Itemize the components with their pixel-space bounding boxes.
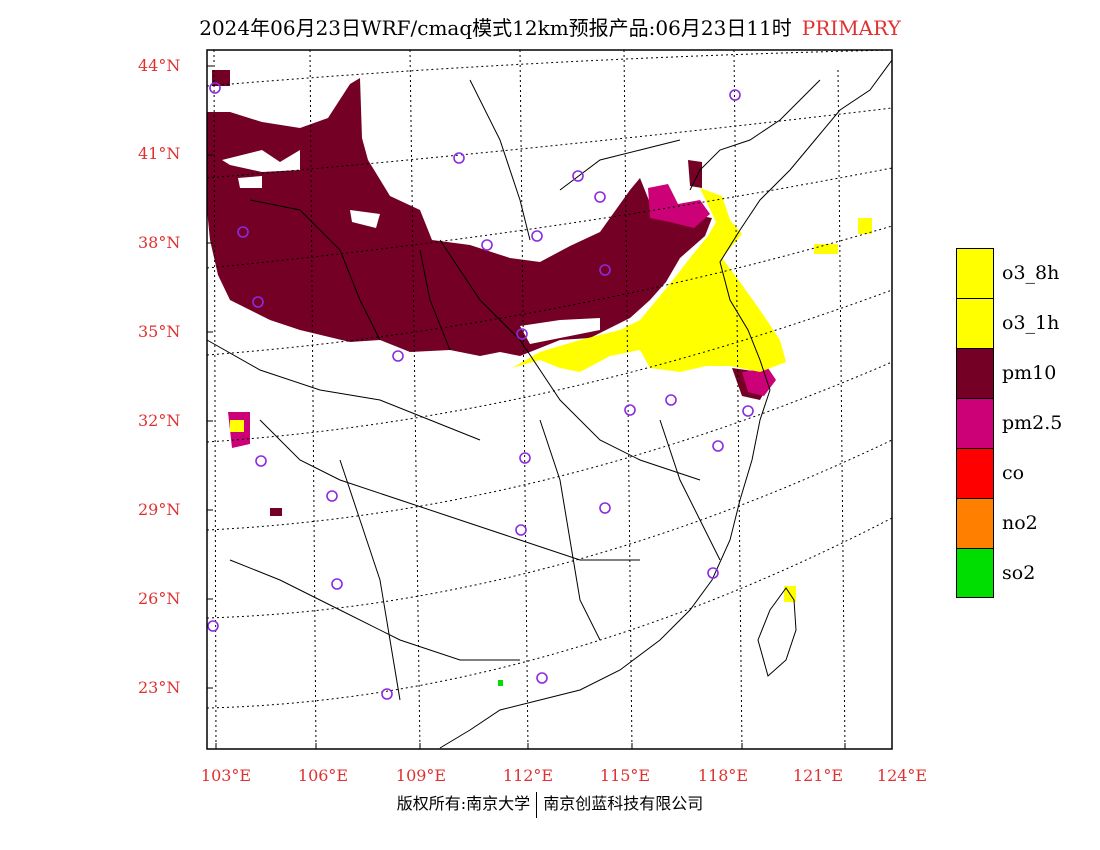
lon-label-109: 109°E: [395, 766, 447, 785]
station-marker: [599, 502, 611, 514]
so2-area: [498, 680, 503, 686]
station-marker: [453, 152, 465, 164]
lon-label-103: 103°E: [200, 766, 252, 785]
legend-label: so2: [1002, 562, 1036, 584]
station-marker: [624, 404, 636, 416]
station-marker: [326, 490, 338, 502]
legend-swatch: [956, 548, 994, 598]
station-marker: [209, 82, 221, 94]
station-marker: [392, 350, 404, 362]
legend-label: pm2.5: [1002, 412, 1063, 434]
legend-swatch: [956, 398, 994, 448]
title-tag: PRIMARY: [801, 16, 901, 40]
legend-label: co: [1002, 462, 1025, 484]
station-marker: [515, 524, 527, 536]
station-marker: [536, 672, 548, 684]
lon-label-124: 124°E: [876, 766, 928, 785]
lat-label-29: 29°N: [138, 500, 181, 519]
copyright-footer: 版权所有:南京大学 南京创蓝科技有限公司: [0, 790, 1100, 818]
station-marker: [255, 455, 267, 467]
copyright-company: 南京创蓝科技有限公司: [543, 794, 704, 813]
station-marker: [481, 239, 493, 251]
station-marker: [599, 264, 611, 276]
station-markers: [207, 82, 754, 700]
graticule: [206, 49, 893, 751]
footer-divider: [536, 791, 538, 818]
copyright-owner: 版权所有:南京大学: [396, 794, 531, 813]
tick-marks: [207, 65, 846, 749]
map-title: 2024年06月23日WRF/cmaq模式12km预报产品:06月23日11时 P…: [0, 12, 1100, 41]
station-marker: [729, 89, 741, 101]
station-marker: [572, 170, 584, 182]
legend-swatch: [956, 498, 994, 548]
lon-label-112: 112°E: [502, 766, 554, 785]
lat-label-44: 44°N: [138, 56, 181, 75]
station-marker: [207, 620, 219, 632]
station-marker: [712, 440, 724, 452]
station-marker: [516, 328, 528, 340]
lat-label-32: 32°N: [138, 411, 181, 430]
legend-label: no2: [1002, 512, 1038, 534]
legend-swatch: [956, 348, 994, 398]
lon-label-115: 115°E: [599, 766, 651, 785]
pm10-holes: [222, 150, 600, 344]
station-marker: [252, 296, 264, 308]
lon-label-118: 118°E: [697, 766, 749, 785]
boundaries: [206, 59, 893, 749]
legend-label: o3_1h: [1002, 312, 1060, 334]
legend-swatch: [956, 298, 994, 348]
lat-label-23: 23°N: [138, 678, 181, 697]
map-frame: [206, 49, 893, 750]
legend-swatch: [956, 448, 994, 498]
title-text: 2024年06月23日WRF/cmaq模式12km预报产品:06月23日11时: [199, 16, 792, 40]
lon-label-106: 106°E: [297, 766, 349, 785]
legend-label: pm10: [1002, 362, 1057, 384]
station-marker: [594, 191, 606, 203]
legend-swatch: [956, 248, 994, 298]
station-marker: [742, 405, 754, 417]
station-marker: [331, 578, 343, 590]
lat-label-26: 26°N: [138, 589, 181, 608]
lat-label-41: 41°N: [138, 144, 181, 163]
station-marker: [381, 688, 393, 700]
station-marker: [665, 394, 677, 406]
station-marker: [237, 226, 249, 238]
lon-label-121: 121°E: [792, 766, 844, 785]
lat-label-35: 35°N: [138, 322, 181, 341]
station-marker: [707, 567, 719, 579]
station-marker: [519, 452, 531, 464]
station-marker: [531, 230, 543, 242]
legend-label: o3_8h: [1002, 262, 1060, 284]
lat-label-38: 38°N: [138, 233, 181, 252]
